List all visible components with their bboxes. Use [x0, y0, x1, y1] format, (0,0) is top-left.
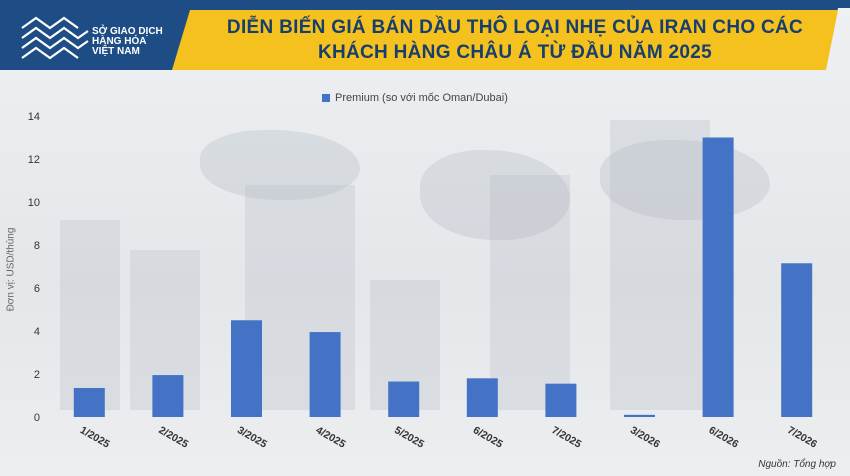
- bar-2-2025: [152, 375, 184, 417]
- x-tick-label: 2/2025: [156, 424, 190, 451]
- background-map: [600, 140, 770, 220]
- y-tick-label: 8: [34, 240, 40, 252]
- y-tick-label: 6: [34, 283, 40, 295]
- bar-3-2026: [624, 414, 655, 417]
- y-tick-label: 4: [34, 326, 40, 338]
- logo-line-3: VIỆT NAM: [92, 46, 140, 57]
- bar-5-2025: [388, 381, 420, 417]
- bar-7-2025: [545, 383, 577, 417]
- background-map: [420, 150, 570, 240]
- legend-swatch: [322, 94, 330, 102]
- bar-6-2026: [702, 137, 734, 417]
- legend: Premium (so với mốc Oman/Dubai): [322, 92, 508, 104]
- bar-1-2025: [73, 387, 105, 417]
- bar-4-2025: [309, 332, 341, 417]
- x-tick-label: 6/2025: [471, 424, 505, 451]
- x-tick-label: 6/2026: [707, 424, 741, 451]
- bar-7-2026: [781, 263, 813, 417]
- y-tick-label: 12: [28, 154, 40, 166]
- legend-label: Premium (so với mốc Oman/Dubai): [335, 92, 508, 104]
- logo-text: SỞ GIAO DỊCH HÀNG HÓA VIỆT NAM: [92, 27, 192, 57]
- title-banner: [0, 0, 850, 70]
- x-tick-label: 4/2025: [314, 424, 348, 451]
- background-building: [490, 175, 570, 410]
- source-note: Nguồn: Tổng hợp: [758, 459, 836, 470]
- y-tick-label: 10: [28, 197, 40, 209]
- x-tick-label: 7/2025: [549, 424, 583, 451]
- x-tick-label: 1/2025: [78, 424, 112, 451]
- mxv-chevron-logo-icon: [21, 16, 89, 60]
- title-line-2: KHÁCH HÀNG CHÂU Á TỪ ĐẦU NĂM 2025: [317, 42, 713, 63]
- x-tick-label: 3/2026: [628, 424, 662, 451]
- bar-6-2025: [466, 378, 498, 417]
- exchange-logo: [21, 16, 89, 60]
- chart-title: DIỄN BIẾN GIÁ BÁN DẦU THÔ LOẠI NHẸ CỦA I…: [215, 15, 815, 65]
- x-tick-label: 5/2025: [392, 424, 426, 451]
- x-tick-label: 7/2026: [785, 424, 819, 451]
- y-tick-label: 0: [34, 412, 40, 424]
- background-map: [200, 130, 360, 200]
- logo-line-1: SỞ GIAO DỊCH: [92, 26, 163, 37]
- bar-3-2025: [231, 320, 262, 417]
- logo-line-2: HÀNG HÓA: [92, 36, 147, 47]
- x-tick-label: 3/2025: [235, 424, 269, 451]
- y-tick-label: 14: [28, 111, 40, 123]
- background-building: [60, 220, 120, 410]
- title-line-1: DIỄN BIẾN GIÁ BÁN DẦU THÔ LOẠI NHẸ CỦA I…: [226, 17, 804, 38]
- y-tick-label: 2: [34, 369, 40, 381]
- background-building: [610, 120, 710, 410]
